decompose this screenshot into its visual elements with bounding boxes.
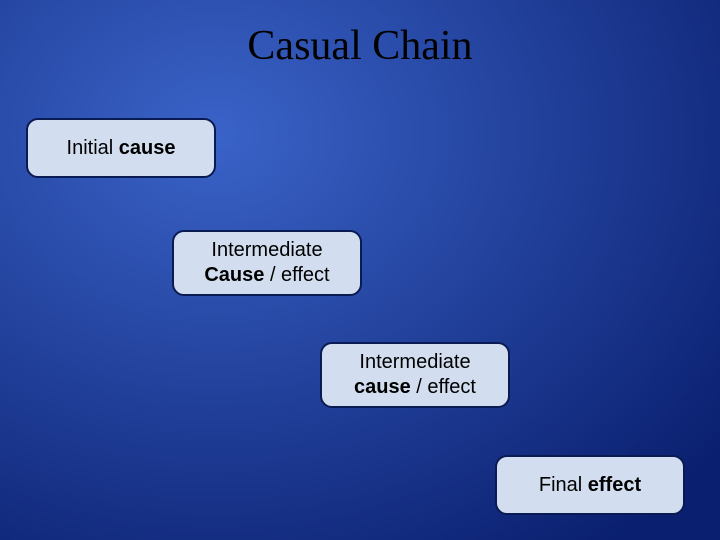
chain-box-line: Intermediate	[359, 350, 470, 375]
text-segment: Initial	[67, 137, 119, 159]
chain-box-line: Intermediate	[211, 238, 322, 263]
text-segment: Final	[539, 474, 588, 496]
text-segment: effect	[588, 474, 641, 496]
chain-box-line: Initial cause	[67, 136, 176, 161]
text-segment: Intermediate	[359, 351, 470, 373]
text-segment: / effect	[411, 376, 476, 398]
chain-box-line: cause / effect	[354, 375, 476, 400]
chain-box-intermediate-1: IntermediateCause / effect	[172, 230, 362, 296]
chain-box-intermediate-2: Intermediatecause / effect	[320, 342, 510, 408]
text-segment: Intermediate	[211, 239, 322, 261]
chain-box-line: Cause / effect	[204, 263, 329, 288]
text-segment: Cause	[204, 264, 264, 286]
chain-box-final-effect: Final effect	[495, 455, 685, 515]
chain-box-line: Final effect	[539, 473, 641, 498]
text-segment: cause	[354, 376, 411, 398]
slide-title: Casual Chain	[0, 22, 720, 70]
text-segment: cause	[119, 137, 176, 159]
slide: Casual Chain Initial causeIntermediateCa…	[0, 0, 720, 540]
text-segment: / effect	[264, 264, 329, 286]
chain-box-initial-cause: Initial cause	[26, 118, 216, 178]
